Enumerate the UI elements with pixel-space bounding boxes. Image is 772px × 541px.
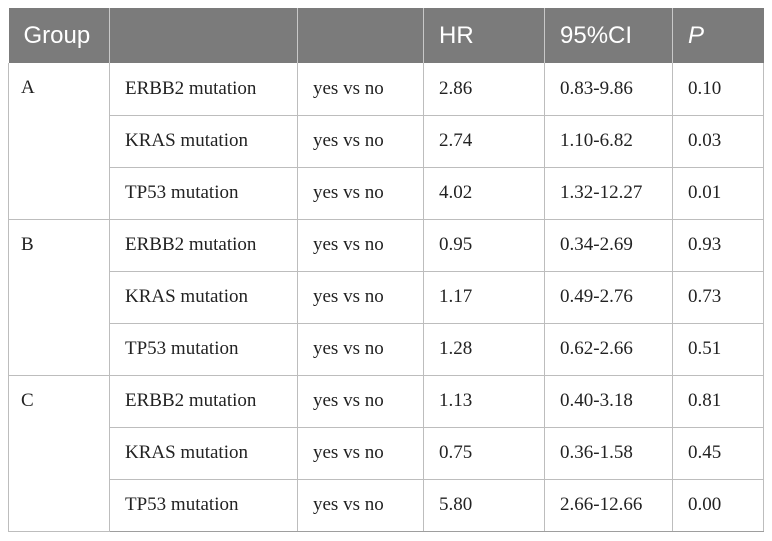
table-row: C ERBB2 mutation yes vs no 1.13 0.40-3.18 0.8… <box>8 375 764 532</box>
variable-cell: TP53 mutation <box>109 479 298 532</box>
p-value-cell: 0.45 <box>672 427 764 480</box>
ci-cell: 0.34-2.69 <box>544 219 673 272</box>
comparison-cell: yes vs no <box>297 63 424 116</box>
p-value-cell: 0.93 <box>672 219 764 272</box>
hr-cell: 2.86 <box>423 63 545 116</box>
comparison-cell: yes vs no <box>297 479 424 532</box>
comparison-cell: yes vs no <box>297 323 424 376</box>
p-value-cell: 0.81 <box>672 375 764 428</box>
comparison-cell: yes vs no <box>297 375 424 428</box>
header-comparison <box>297 8 424 63</box>
variable-cell: TP53 mutation <box>109 323 298 376</box>
comparison-cell: yes vs no <box>297 219 424 272</box>
table-row: B ERBB2 mutation yes vs no 0.95 0.34-2.69 0.9… <box>8 219 764 376</box>
hr-cell: 5.80 <box>423 479 545 532</box>
hr-cell: 0.95 <box>423 219 545 272</box>
table-row: A ERBB2 mutation yes vs no 2.86 0.83-9.86 0.1… <box>8 63 764 220</box>
ci-cell: 1.10-6.82 <box>544 115 673 168</box>
comparison-cell: yes vs no <box>297 167 424 220</box>
variable-cell: ERBB2 mutation <box>109 219 298 272</box>
variable-cell: KRAS mutation <box>109 271 298 324</box>
ci-cell: 0.49-2.76 <box>544 271 673 324</box>
p-value-cell: 0.73 <box>672 271 764 324</box>
table-row: KRAS mutation yes vs no 2.74 1.10-6.82 0.03 <box>9 115 764 168</box>
group-cell: C <box>8 375 110 532</box>
p-value-cell: 0.03 <box>672 115 764 168</box>
hr-cell: 1.17 <box>423 271 545 324</box>
hr-cell: 4.02 <box>423 167 545 220</box>
header-group: Group <box>8 8 110 63</box>
header-row: Group HR 95%CI P <box>8 8 764 63</box>
variable-cell: TP53 mutation <box>109 167 298 220</box>
variable-cell: KRAS mutation <box>109 427 298 480</box>
p-value-cell: 0.51 <box>672 323 764 376</box>
table-row: KRAS mutation yes vs no 0.75 0.36-1.58 0.45 <box>9 427 764 480</box>
variable-cell: KRAS mutation <box>109 115 298 168</box>
hr-cell: 1.13 <box>423 375 545 428</box>
results-table-container: Group HR 95%CI P A ERBB2 mutation yes vs no 2.… <box>8 8 764 532</box>
comparison-cell: yes vs no <box>297 427 424 480</box>
header-p: P <box>672 8 764 63</box>
header-ci: 95%CI <box>544 8 673 63</box>
group-cell: B <box>8 219 110 376</box>
hr-cell: 2.74 <box>423 115 545 168</box>
table-row: TP53 mutation yes vs no 1.28 0.62-2.66 0.51 <box>9 323 764 376</box>
hr-cell: 0.75 <box>423 427 545 480</box>
ci-cell: 0.36-1.58 <box>544 427 673 480</box>
comparison-cell: yes vs no <box>297 271 424 324</box>
p-value-cell: 0.00 <box>672 479 764 532</box>
ci-cell: 2.66-12.66 <box>544 479 673 532</box>
table-row: TP53 mutation yes vs no 5.80 2.66-12.66 0.00 <box>9 479 764 532</box>
ci-cell: 1.32-12.27 <box>544 167 673 220</box>
results-table: Group HR 95%CI P A ERBB2 mutation yes vs no 2.… <box>8 8 764 532</box>
header-variable <box>109 8 298 63</box>
table-row: TP53 mutation yes vs no 4.02 1.32-12.27 0.01 <box>9 167 764 220</box>
group-cell: A <box>8 63 110 220</box>
hr-cell: 1.28 <box>423 323 545 376</box>
p-value-cell: 0.01 <box>672 167 764 220</box>
ci-cell: 0.83-9.86 <box>544 63 673 116</box>
table-row: KRAS mutation yes vs no 1.17 0.49-2.76 0.73 <box>9 271 764 324</box>
p-value-cell: 0.10 <box>672 63 764 116</box>
header-hr: HR <box>423 8 545 63</box>
ci-cell: 0.40-3.18 <box>544 375 673 428</box>
ci-cell: 0.62-2.66 <box>544 323 673 376</box>
comparison-cell: yes vs no <box>297 115 424 168</box>
variable-cell: ERBB2 mutation <box>109 375 298 428</box>
variable-cell: ERBB2 mutation <box>109 63 298 116</box>
table-body: A ERBB2 mutation yes vs no 2.86 0.83-9.86 0.1… <box>8 63 764 532</box>
